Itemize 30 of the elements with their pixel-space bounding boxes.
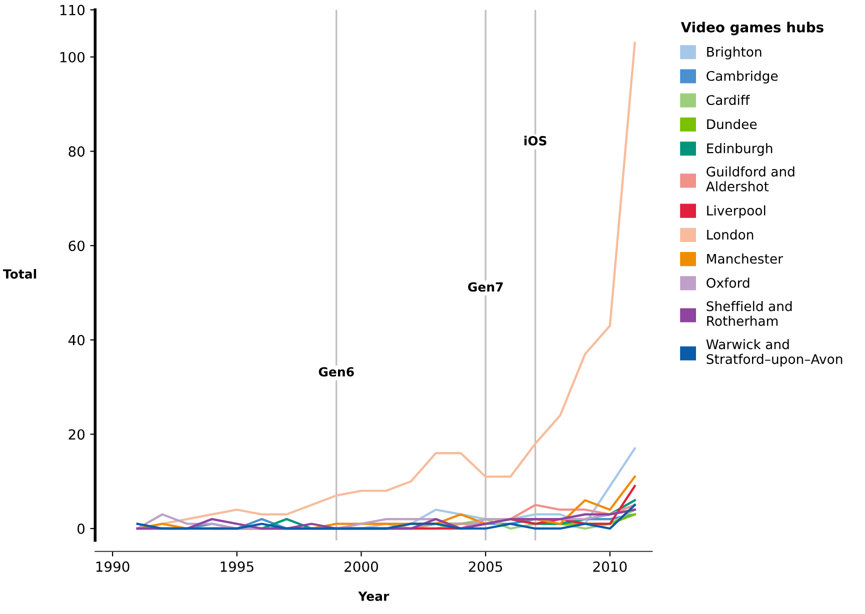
ref-line-label: Gen7 bbox=[468, 282, 503, 292]
legend-label: London bbox=[707, 229, 754, 240]
legend-label: Edinburgh bbox=[707, 143, 772, 156]
y-tick-label: 100 bbox=[60, 52, 85, 62]
y-tick-label: 20 bbox=[68, 429, 85, 440]
legend-label: Cardiff bbox=[706, 94, 750, 106]
legend-label: Cambridge bbox=[706, 70, 778, 84]
legend-title: Video games hubs bbox=[680, 22, 824, 36]
legend-label: Dundee bbox=[707, 118, 757, 130]
x-tick-label: 1995 bbox=[220, 561, 254, 572]
y-axis-title: Total bbox=[3, 269, 36, 279]
legend-label: Brighton bbox=[707, 46, 762, 60]
y-tick-label: 40 bbox=[68, 334, 85, 346]
legend-label: Manchester bbox=[707, 254, 784, 264]
y-tick-label: 80 bbox=[68, 146, 85, 157]
legend-label: Warwick and Stratford–upon–Avon bbox=[706, 339, 842, 367]
x-tick-label: 2010 bbox=[593, 561, 627, 572]
x-axis-title: Year bbox=[358, 592, 390, 601]
x-tick-label: 2000 bbox=[344, 561, 378, 572]
x-tick-label: 2005 bbox=[468, 561, 502, 572]
y-tick-label: 60 bbox=[68, 240, 85, 252]
ref-line-label: iOS bbox=[524, 136, 546, 146]
legend-label: Sheffield and Rotherham bbox=[706, 300, 792, 326]
y-tick-label: 110 bbox=[60, 4, 85, 16]
ref-line-label: Gen6 bbox=[318, 367, 354, 377]
y-tick-label: 0 bbox=[78, 524, 85, 534]
legend-label: Oxford bbox=[706, 278, 750, 288]
legend-label: Liverpool bbox=[707, 205, 766, 218]
legend-label: Guildford and Aldershot bbox=[706, 166, 794, 192]
x-tick-label: 1990 bbox=[96, 561, 130, 572]
